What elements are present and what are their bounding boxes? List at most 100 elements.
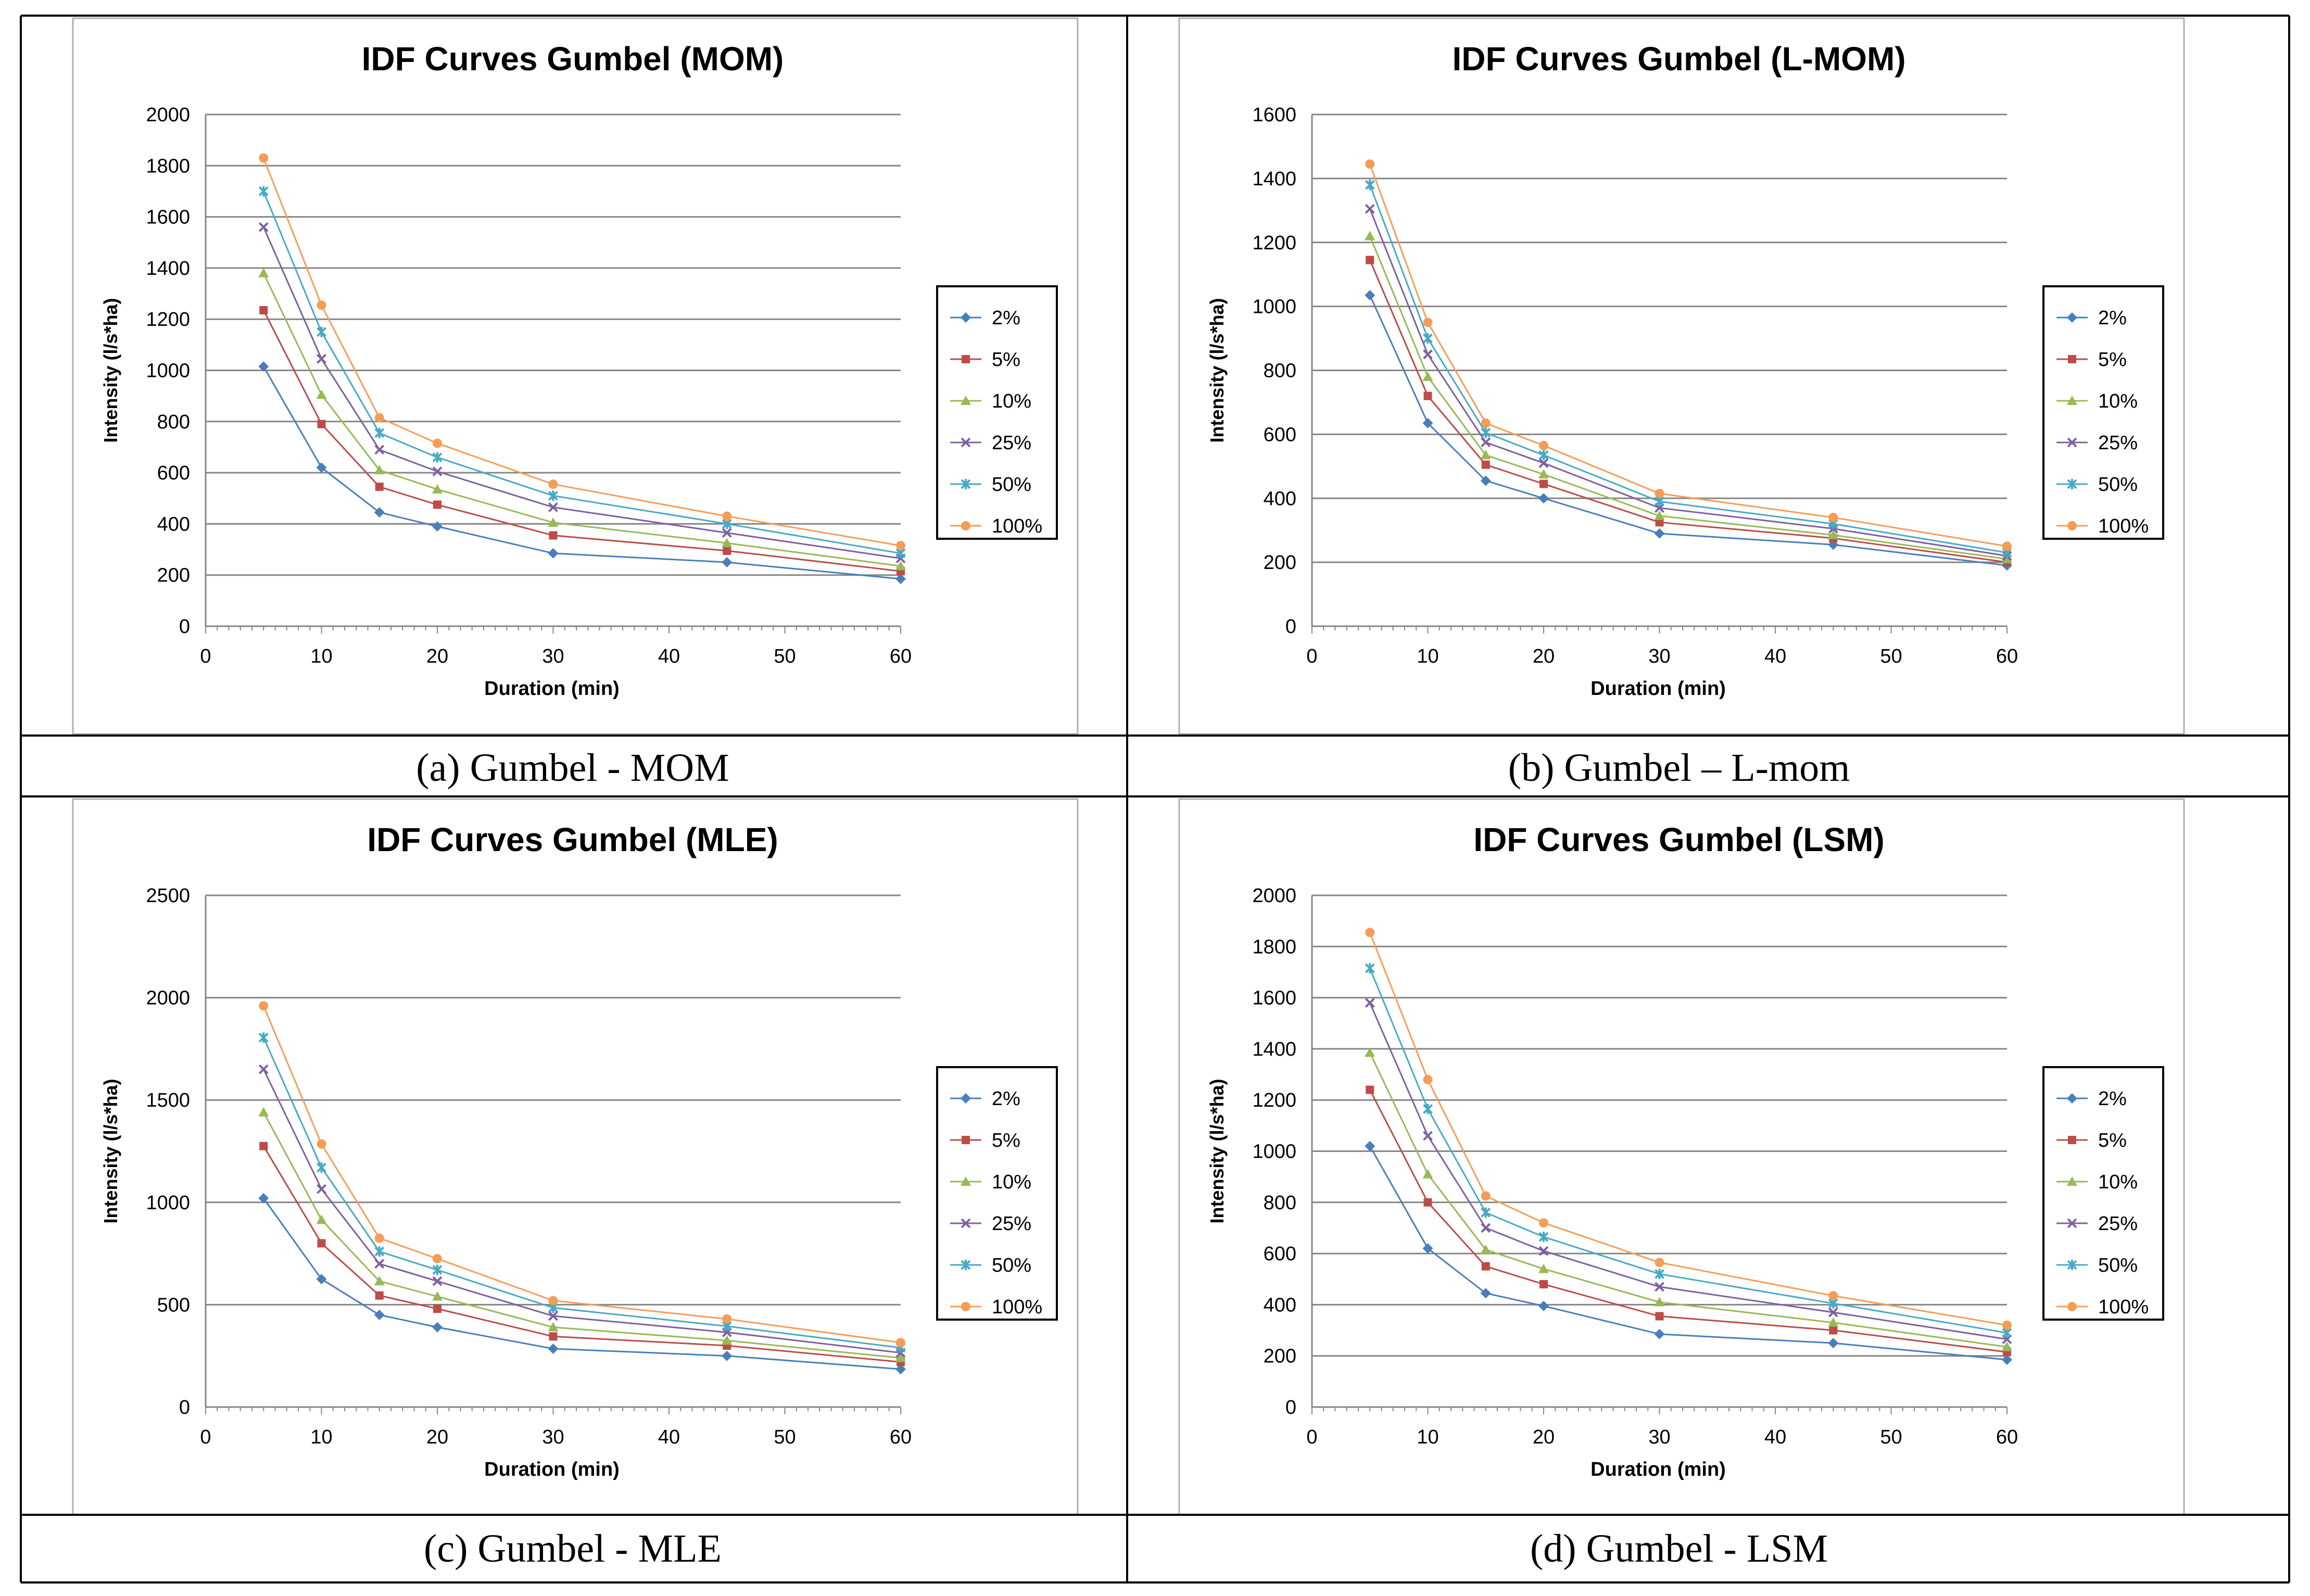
data-point-marker <box>548 1322 559 1332</box>
legend-swatch-marker <box>961 1093 971 1104</box>
data-point-marker <box>1655 1258 1664 1268</box>
data-point-marker <box>722 538 733 548</box>
legend-swatch-marker <box>2068 1136 2076 1144</box>
data-point-marker <box>895 1364 906 1375</box>
y-tick-label: 600 <box>157 462 190 484</box>
series-100pct <box>259 1001 905 1348</box>
data-point-marker <box>548 1296 558 1306</box>
data-point-marker <box>259 306 268 314</box>
data-point-marker <box>549 1332 558 1341</box>
legend-label: 2% <box>992 307 1020 329</box>
data-point-marker <box>549 531 558 540</box>
x-tick-label: 0 <box>200 1426 211 1448</box>
data-point-marker <box>1828 1291 1838 1301</box>
legend: 2% 5% 10% 25% 50% 100% <box>2042 1066 2164 1321</box>
data-point-marker <box>895 1352 906 1362</box>
x-tick-label: 20 <box>426 645 448 667</box>
y-tick-label: 1400 <box>1252 1038 1296 1060</box>
data-point-marker <box>1480 475 1491 486</box>
x-tick-label: 10 <box>1417 1426 1438 1448</box>
data-point-marker <box>1365 1141 1375 1151</box>
legend-swatch-marker <box>2067 1093 2077 1104</box>
data-point-marker <box>316 1274 327 1285</box>
data-point-marker <box>1538 450 1549 461</box>
x-tick-label: 30 <box>542 645 564 667</box>
data-point-marker <box>375 1291 384 1300</box>
data-point-marker <box>548 502 558 512</box>
chart-title: IDF Curves Gumbel (LSM) <box>1473 821 1884 858</box>
data-point-marker <box>374 1310 385 1321</box>
data-point-marker <box>258 222 269 232</box>
data-point-marker <box>548 1343 559 1354</box>
y-tick-label: 200 <box>157 565 190 587</box>
data-point-marker <box>374 427 385 438</box>
data-point-marker <box>432 452 443 463</box>
y-tick-label: 2000 <box>146 104 190 126</box>
legend-label: 5% <box>2098 349 2127 371</box>
y-tick-label: 1000 <box>146 1192 190 1214</box>
legend-label: 5% <box>992 349 1020 371</box>
data-point-marker <box>432 1264 443 1275</box>
data-point-marker <box>316 462 327 473</box>
legend-label: 50% <box>2098 474 2138 496</box>
data-point-marker <box>432 1276 443 1286</box>
chart-panel-1: IDF Curves Gumbel (MOM)02004006008001000… <box>72 17 1079 790</box>
legend-box <box>2042 285 2164 540</box>
x-tick-label: 30 <box>542 1426 564 1448</box>
y-tick-label: 1000 <box>1252 1141 1296 1163</box>
legend-label: 50% <box>992 474 1031 496</box>
x-tick-label: 0 <box>200 645 211 667</box>
legend: 2% 5% 10% 25% 50% 100% <box>936 285 1058 540</box>
x-tick-label: 0 <box>1306 645 1317 667</box>
x-tick-label: 0 <box>1306 1426 1317 1448</box>
data-point-marker <box>1539 1218 1548 1228</box>
data-point-marker <box>317 1184 326 1194</box>
data-point-marker <box>2002 553 2012 563</box>
data-point-marker <box>1654 528 1665 539</box>
data-point-marker <box>1423 1104 1433 1114</box>
legend-label: 100% <box>2098 1296 2149 1318</box>
x-tick-label: 50 <box>1880 645 1902 667</box>
data-point-marker <box>317 420 326 428</box>
chart-panel-3: IDF Curves Gumbel (MLE)05001000150020002… <box>72 798 1079 1570</box>
series-50pct <box>258 1032 906 1353</box>
y-axis-label: Intensity (l/s*ha) <box>1206 298 1228 442</box>
data-point-marker <box>433 438 442 448</box>
legend-label: 100% <box>992 515 1042 537</box>
data-point-marker <box>374 1259 385 1269</box>
data-point-marker <box>1538 1300 1549 1311</box>
legend-box <box>936 1066 1058 1321</box>
x-tick-label: 60 <box>1996 645 2018 667</box>
data-point-marker <box>1365 231 1375 240</box>
data-point-marker <box>1654 1328 1665 1339</box>
data-point-marker <box>259 1001 269 1011</box>
x-tick-label: 60 <box>890 645 912 667</box>
panel-caption: (a) Gumbel - MOM <box>416 746 729 790</box>
legend: 2% 5% 10% 25% 50% 100% <box>2042 285 2164 540</box>
y-axis-label: Intensity (l/s*ha) <box>1206 1079 1228 1223</box>
data-point-marker <box>1538 1246 1549 1256</box>
legend-swatch-marker <box>961 1260 971 1270</box>
y-tick-label: 0 <box>179 1397 190 1418</box>
legend-label: 2% <box>992 1088 1020 1110</box>
data-point-marker <box>1423 1198 1432 1207</box>
chart-title: IDF Curves Gumbel (L-MOM) <box>1452 40 1905 78</box>
x-tick-label: 20 <box>426 1426 448 1448</box>
legend-swatch-marker <box>962 1136 970 1144</box>
data-point-marker <box>374 445 385 455</box>
legend-swatch-marker <box>961 312 971 323</box>
data-point-marker <box>258 186 269 197</box>
y-tick-label: 1000 <box>146 360 190 382</box>
data-point-marker <box>432 466 443 477</box>
data-point-marker <box>317 1162 326 1173</box>
y-tick-label: 1400 <box>146 258 190 280</box>
legend-label: 25% <box>992 432 1031 454</box>
x-tick-label: 20 <box>1533 645 1555 667</box>
data-point-marker <box>1365 290 1375 301</box>
data-point-marker <box>1538 458 1549 468</box>
series-100pct <box>1365 159 2012 551</box>
legend-label: 10% <box>992 1171 1031 1193</box>
data-point-marker <box>433 500 441 509</box>
legend-swatch-marker <box>961 1176 971 1186</box>
